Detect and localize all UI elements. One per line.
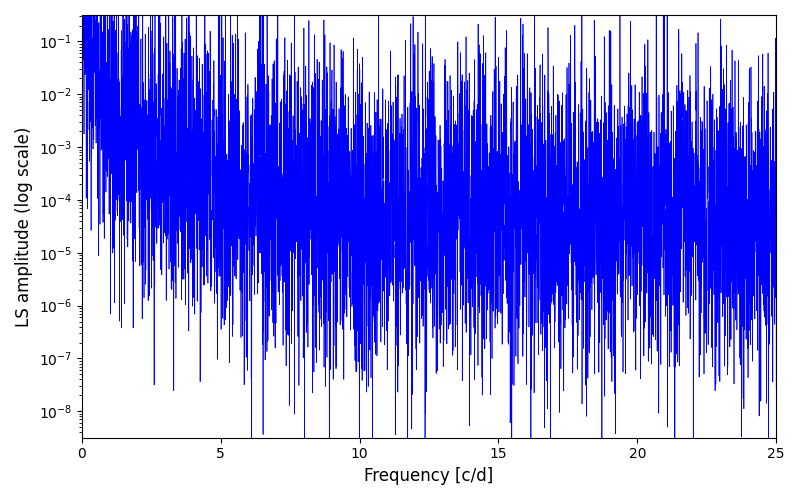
Y-axis label: LS amplitude (log scale): LS amplitude (log scale) — [15, 126, 33, 326]
X-axis label: Frequency [c/d]: Frequency [c/d] — [364, 467, 494, 485]
